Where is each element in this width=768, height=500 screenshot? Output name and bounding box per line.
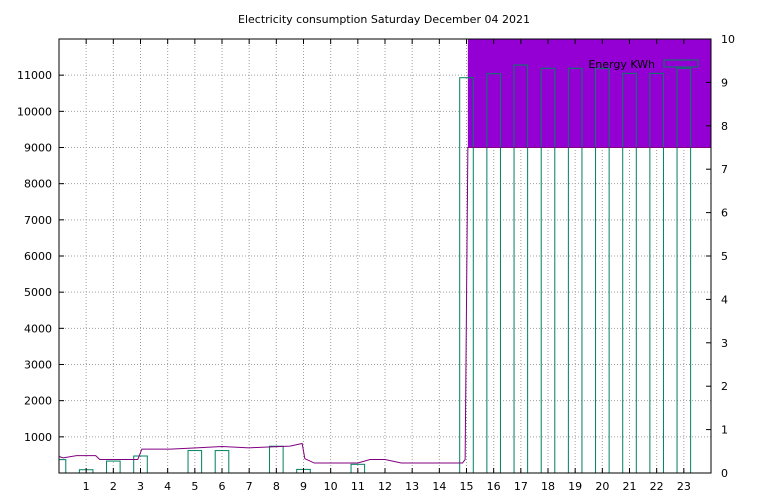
y-tick-label: 11000 bbox=[17, 69, 52, 82]
x-tick-label: 16 bbox=[487, 480, 501, 493]
x-tick-label: 7 bbox=[246, 480, 253, 493]
y-tick-label: 2000 bbox=[24, 395, 52, 408]
y2-tick-label: 0 bbox=[721, 467, 728, 480]
y-tick-label: 9000 bbox=[24, 142, 52, 155]
x-tick-label: 11 bbox=[351, 480, 365, 493]
y-tick-label: 8000 bbox=[24, 178, 52, 191]
line-series bbox=[58, 147, 711, 464]
legend-label: Energy KWh bbox=[588, 58, 655, 71]
x-tick-label: 1 bbox=[83, 480, 90, 493]
y2-tick-label: 10 bbox=[721, 33, 735, 46]
y-tick-label: 7000 bbox=[24, 214, 52, 227]
x-tick-label: 10 bbox=[324, 480, 338, 493]
y-tick-label: 6000 bbox=[24, 250, 52, 263]
bar bbox=[58, 459, 67, 474]
legend: Energy KWh bbox=[588, 58, 699, 71]
y2-tick-label: 9 bbox=[721, 76, 728, 89]
x-tick-label: 4 bbox=[164, 480, 171, 493]
filled-area bbox=[467, 39, 711, 148]
y-axis-ticks: 1000 2000 3000 4000 5000 6000 7000 8000 9000 1000… bbox=[17, 69, 64, 444]
x-tick-label: 21 bbox=[623, 480, 637, 493]
y2-tick-label: 2 bbox=[721, 380, 728, 393]
x-tick-label: 5 bbox=[191, 480, 198, 493]
y2-tick-label: 7 bbox=[721, 163, 728, 176]
y2-tick-label: 1 bbox=[721, 424, 728, 437]
y-tick-label: 4000 bbox=[24, 322, 52, 335]
x-tick-label: 12 bbox=[378, 480, 392, 493]
y-tick-label: 3000 bbox=[24, 359, 52, 372]
chart-title: Electricity consumption Saturday Decembe… bbox=[238, 13, 530, 26]
x-tick-label: 2 bbox=[110, 480, 117, 493]
plot-frame bbox=[58, 38, 712, 474]
x-tick-label: 18 bbox=[541, 480, 555, 493]
legend-swatch bbox=[663, 59, 699, 68]
x-tick-label: 8 bbox=[273, 480, 280, 493]
x-tick-label: 3 bbox=[137, 480, 144, 493]
bars bbox=[58, 64, 692, 474]
y-tick-label: 5000 bbox=[24, 286, 52, 299]
y2-tick-label: 5 bbox=[721, 250, 728, 263]
x-tick-label: 20 bbox=[595, 480, 609, 493]
y-tick-label: 1000 bbox=[24, 431, 52, 444]
y2-tick-label: 3 bbox=[721, 337, 728, 350]
x-tick-label: 23 bbox=[677, 480, 691, 493]
x-tick-label: 15 bbox=[460, 480, 474, 493]
x-tick-label: 22 bbox=[650, 480, 664, 493]
x-tick-label: 17 bbox=[514, 480, 528, 493]
y-tick-label: 10000 bbox=[17, 105, 52, 118]
x-tick-label: 13 bbox=[405, 480, 419, 493]
x-tick-label: 6 bbox=[219, 480, 226, 493]
x-axis-ticks: 1 2 3 4 5 6 7 8 9 10 11 12 13 14 15 16 17 18 19 20 21 22 23 bbox=[83, 39, 691, 493]
y2-axis-ticks: 0 1 2 3 4 5 6 7 8 9 10 bbox=[706, 33, 735, 480]
x-tick-label: 9 bbox=[300, 480, 307, 493]
x-tick-label: 14 bbox=[432, 480, 446, 493]
y2-tick-label: 6 bbox=[721, 207, 728, 220]
x-tick-label: 19 bbox=[568, 480, 582, 493]
y2-tick-label: 8 bbox=[721, 120, 728, 133]
y2-tick-label: 4 bbox=[721, 293, 728, 306]
